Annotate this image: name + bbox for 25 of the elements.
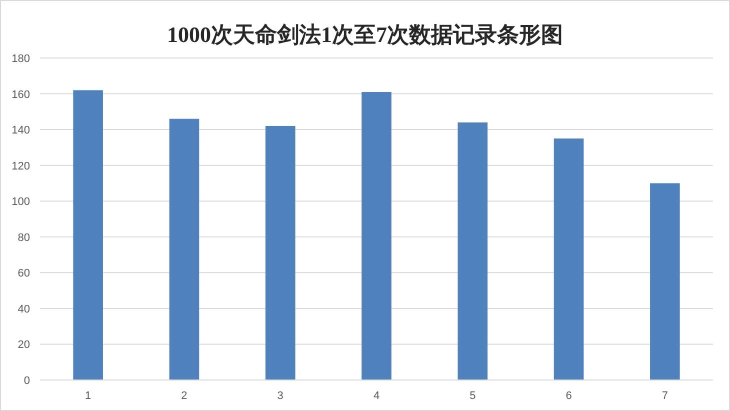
y-tick-label: 20 — [18, 339, 30, 352]
y-tick-label: 100 — [12, 196, 30, 208]
chart-title: 1000次天命剑法1次至7次数据记录条形图 — [167, 22, 563, 47]
bar — [73, 90, 103, 380]
x-tick-label: 6 — [566, 390, 572, 402]
bar — [650, 183, 680, 380]
y-tick-label: 160 — [12, 88, 30, 101]
y-tick-label: 80 — [18, 232, 30, 244]
y-tick-label: 120 — [12, 160, 30, 172]
bar — [362, 92, 392, 380]
y-tick-label: 0 — [24, 375, 30, 387]
x-tick-label: 3 — [277, 390, 284, 402]
y-tick-label: 60 — [18, 268, 30, 280]
x-tick-label: 1 — [85, 390, 92, 402]
bar — [458, 122, 488, 380]
x-tick-label: 2 — [181, 390, 188, 402]
x-tick-label: 7 — [662, 390, 668, 402]
y-tick-label: 40 — [18, 303, 30, 316]
y-tick-label: 140 — [12, 124, 30, 137]
bar — [554, 138, 584, 380]
y-tick-label: 180 — [12, 53, 30, 65]
bar — [265, 126, 296, 380]
x-tick-label: 4 — [373, 390, 380, 402]
bar — [169, 118, 200, 380]
x-tick-label: 5 — [470, 390, 476, 402]
